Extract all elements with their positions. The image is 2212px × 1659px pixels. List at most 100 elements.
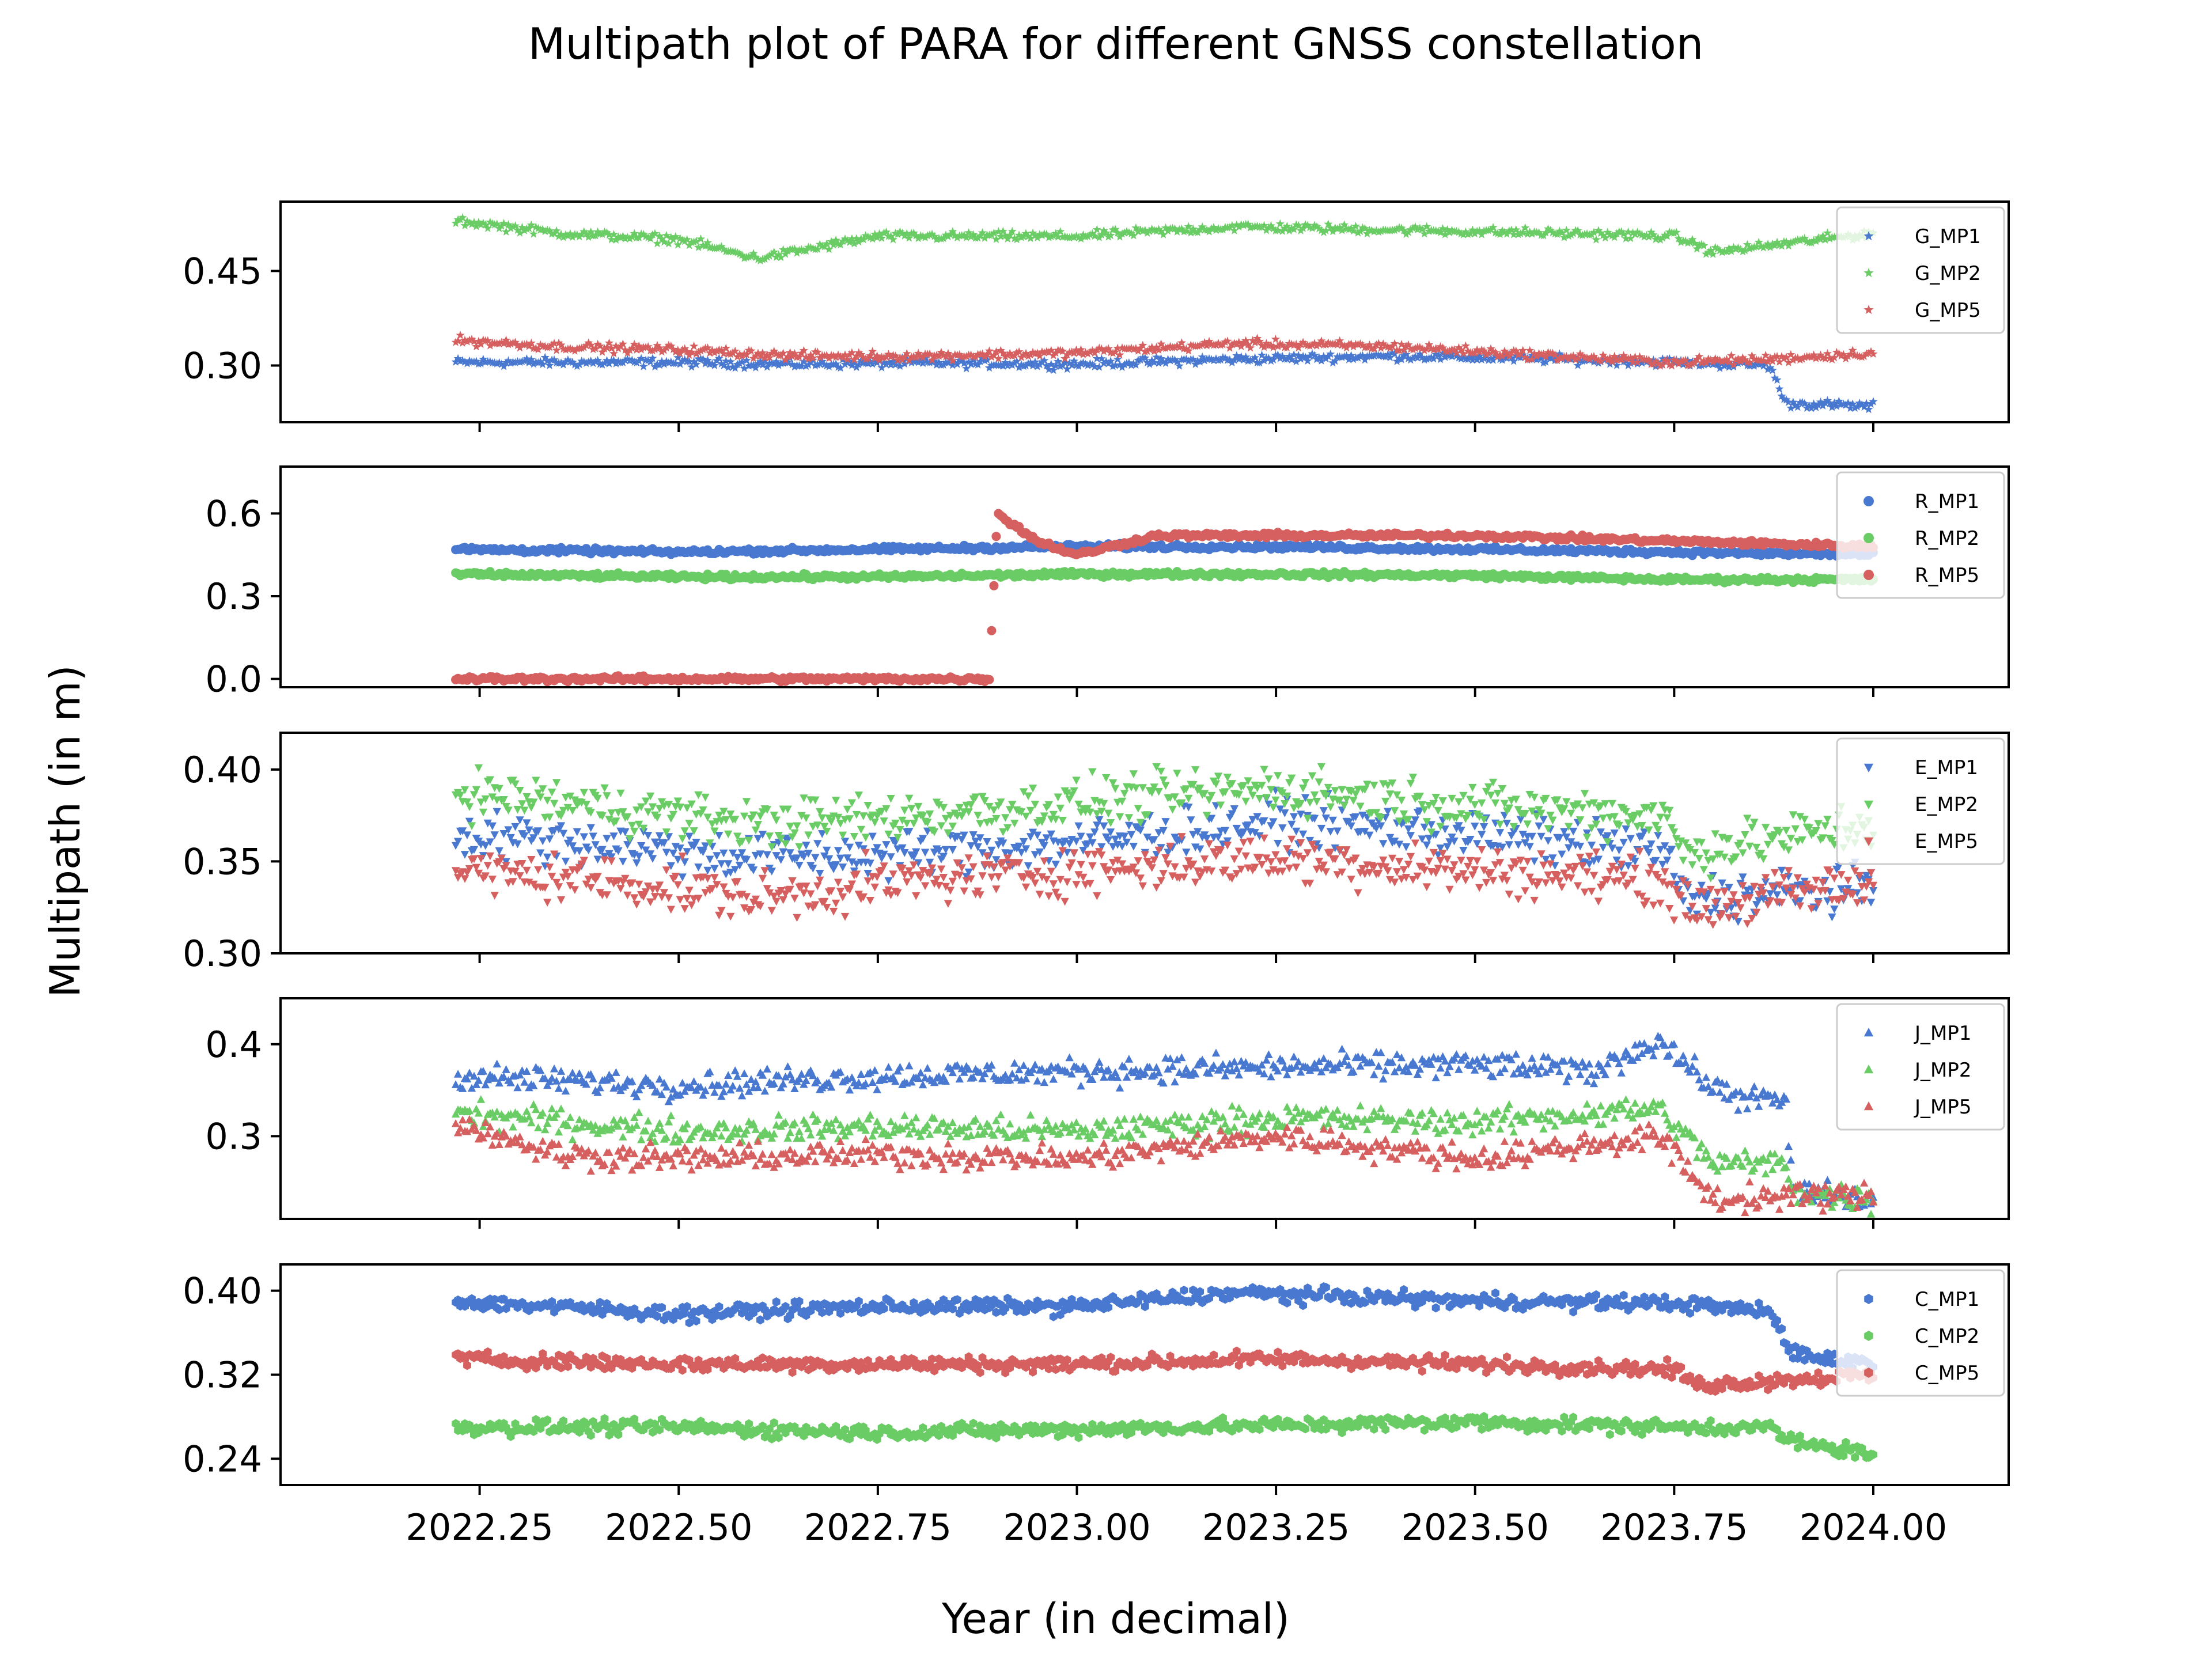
data-point [609, 832, 618, 840]
data-point [1230, 355, 1239, 364]
data-point [907, 805, 916, 813]
data-point [974, 233, 983, 242]
data-point [1498, 785, 1507, 793]
data-point [1718, 357, 1727, 366]
data-point [1789, 397, 1798, 406]
data-point [713, 852, 721, 860]
data-point [1321, 792, 1330, 800]
data-point [1324, 783, 1332, 792]
data-point [1390, 838, 1399, 846]
data-point [1278, 351, 1287, 361]
data-point [1745, 842, 1754, 851]
data-point [698, 344, 708, 354]
data-point [451, 338, 460, 346]
data-point [978, 793, 987, 801]
data-point [1786, 350, 1796, 359]
data-point [950, 358, 960, 367]
data-point [522, 354, 531, 363]
data-point [1143, 358, 1152, 367]
data-point [1594, 226, 1603, 234]
data-point [1415, 343, 1425, 351]
data-point [1259, 221, 1269, 230]
data-point [710, 827, 719, 836]
data-point [1548, 228, 1557, 237]
data-point [1388, 342, 1397, 350]
data-point [472, 222, 481, 230]
data-point [1275, 219, 1285, 228]
data-point [721, 357, 730, 365]
data-point [1820, 354, 1830, 363]
data-point [1427, 821, 1435, 829]
data-point [1076, 345, 1086, 354]
data-point [1264, 800, 1273, 809]
data-point [1569, 827, 1578, 836]
data-point [1182, 785, 1191, 793]
data-point [573, 361, 582, 370]
data-point [1136, 225, 1145, 234]
data-point [1644, 232, 1653, 241]
data-point [1111, 835, 1120, 844]
data-point [971, 793, 980, 802]
data-point [662, 828, 671, 836]
data-point [749, 811, 758, 820]
data-point [1040, 348, 1049, 357]
data-point [1429, 354, 1438, 363]
data-point [616, 233, 625, 242]
data-point [1392, 224, 1402, 233]
data-point [852, 234, 861, 243]
data-point [611, 341, 620, 350]
data-point [1273, 342, 1282, 350]
data-point [1267, 786, 1275, 794]
data-point [960, 230, 969, 239]
data-point [577, 229, 586, 238]
data-point [676, 234, 685, 243]
data-point [946, 351, 955, 361]
data-point [460, 851, 469, 859]
data-point [1344, 355, 1354, 363]
data-point [1262, 794, 1271, 802]
data-point [1188, 224, 1198, 233]
data-point [845, 843, 854, 852]
data-point [1750, 819, 1759, 827]
data-point [1864, 404, 1873, 414]
data-point [877, 233, 887, 242]
data-point [795, 862, 804, 870]
data-point [533, 224, 543, 233]
data-point [662, 849, 671, 857]
data-point [1791, 899, 1800, 907]
data-point [850, 833, 859, 841]
data-point [568, 232, 577, 241]
data-point [570, 346, 579, 355]
data-point [1275, 339, 1285, 348]
data-point [1324, 219, 1333, 228]
data-point [680, 827, 689, 835]
data-point [1232, 339, 1241, 349]
data-point [772, 349, 781, 358]
data-point [1181, 344, 1191, 353]
data-point [925, 810, 934, 819]
data-point [1170, 224, 1180, 233]
data-point [838, 831, 847, 840]
data-point [722, 870, 730, 878]
data-point [1770, 373, 1779, 382]
data-point [648, 354, 657, 362]
data-point [458, 213, 467, 222]
data-point [504, 356, 513, 365]
data-point [1328, 816, 1337, 825]
data-point [1001, 352, 1010, 361]
data-point [1759, 243, 1768, 252]
data-point [779, 349, 788, 357]
data-point [726, 810, 735, 819]
data-point [1005, 349, 1014, 357]
data-point [1317, 824, 1326, 833]
data-point [1589, 799, 1599, 808]
data-point [1626, 353, 1635, 362]
data-point [978, 354, 987, 362]
data-point [1152, 353, 1161, 361]
data-point [1384, 808, 1392, 816]
data-point [1298, 785, 1308, 793]
data-point [801, 353, 810, 361]
data-point [506, 358, 516, 367]
data-point [980, 352, 990, 361]
data-point [1340, 341, 1349, 350]
